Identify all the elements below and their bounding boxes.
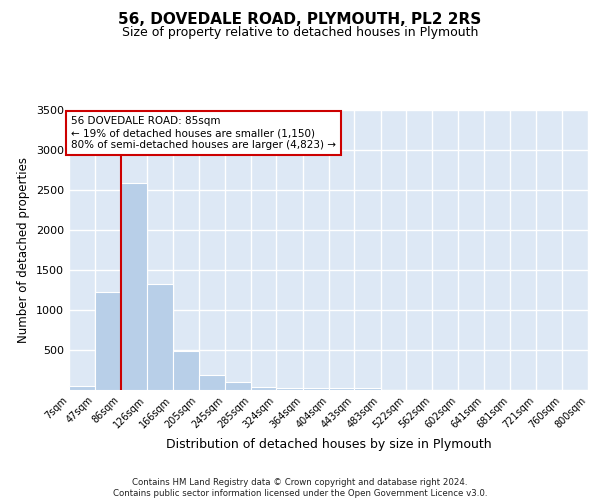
Bar — [147, 284, 173, 390]
Bar — [329, 388, 355, 390]
Text: 56, DOVEDALE ROAD, PLYMOUTH, PL2 2RS: 56, DOVEDALE ROAD, PLYMOUTH, PL2 2RS — [118, 12, 482, 28]
Bar — [69, 386, 95, 390]
Bar — [121, 183, 147, 390]
Text: Contains HM Land Registry data © Crown copyright and database right 2024.
Contai: Contains HM Land Registry data © Crown c… — [113, 478, 487, 498]
Bar — [302, 388, 329, 390]
Text: 56 DOVEDALE ROAD: 85sqm
← 19% of detached houses are smaller (1,150)
80% of semi: 56 DOVEDALE ROAD: 85sqm ← 19% of detache… — [71, 116, 336, 150]
X-axis label: Distribution of detached houses by size in Plymouth: Distribution of detached houses by size … — [166, 438, 491, 451]
Bar — [199, 375, 225, 390]
Bar — [95, 292, 121, 390]
Bar — [355, 388, 380, 390]
Y-axis label: Number of detached properties: Number of detached properties — [17, 157, 31, 343]
Bar — [225, 382, 251, 390]
Text: Size of property relative to detached houses in Plymouth: Size of property relative to detached ho… — [122, 26, 478, 39]
Bar — [173, 351, 199, 390]
Bar — [251, 387, 277, 390]
Bar — [277, 388, 302, 390]
